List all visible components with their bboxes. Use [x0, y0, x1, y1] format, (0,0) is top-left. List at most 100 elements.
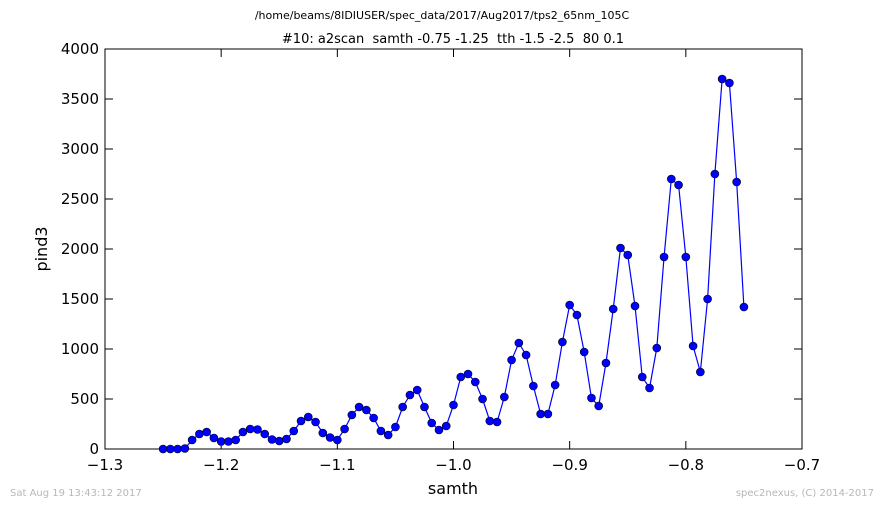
- data-point: [732, 177, 741, 187]
- data-point: [238, 427, 248, 437]
- footer-timestamp: Sat Aug 19 13:43:12 2017: [10, 488, 142, 499]
- data-point: [405, 390, 415, 400]
- y-tick-label: 1500: [61, 290, 99, 308]
- data-point: [260, 429, 270, 439]
- data-point: [645, 383, 654, 393]
- data-point: [521, 350, 531, 360]
- data-point: [420, 402, 429, 412]
- data-point: [536, 409, 545, 419]
- data-point: [333, 435, 342, 445]
- x-tick-label: −1.3: [87, 456, 123, 474]
- data-point: [616, 243, 625, 253]
- data-point: [637, 372, 647, 382]
- data-point: [710, 169, 720, 179]
- data-point: [485, 416, 495, 426]
- data-point: [434, 425, 444, 435]
- y-tick-label: 1000: [61, 340, 99, 358]
- data-point: [224, 437, 233, 446]
- data-point: [427, 418, 437, 428]
- y-tick-label: 500: [70, 390, 99, 408]
- data-point: [696, 367, 705, 377]
- data-point: [376, 426, 386, 436]
- data-point: [565, 300, 574, 310]
- data-point: [441, 421, 451, 431]
- data-point: [543, 409, 553, 419]
- data-point: [340, 424, 349, 434]
- x-tick-label: −1.1: [319, 456, 355, 474]
- data-point: [318, 428, 328, 438]
- data-point: [608, 304, 618, 314]
- plot-area-frame: [104, 48, 803, 450]
- axis-ticks: −1.3 −1.2 −1.1 −1.0 −0.9 −0.8 −0.7 0 500 1000 1500…: [61, 40, 820, 474]
- data-point: [180, 444, 190, 453]
- data-point: [652, 343, 662, 353]
- data-point: [529, 381, 538, 391]
- data-point: [391, 422, 400, 432]
- data-point: [166, 444, 175, 454]
- data-point: [739, 302, 749, 312]
- data-point: [158, 444, 168, 454]
- data-point: [456, 372, 466, 382]
- data-point: [674, 180, 683, 190]
- data-point: [601, 358, 611, 368]
- data-point: [202, 427, 211, 437]
- data-point: [688, 341, 698, 351]
- data-point: [667, 174, 676, 184]
- data-point: [267, 435, 277, 444]
- data-point: [209, 433, 219, 443]
- data-point: [274, 436, 284, 446]
- chart-suptitle: /home/beams/8IDIUSER/spec_data/2017/Aug2…: [255, 9, 630, 22]
- data-point: [245, 424, 255, 434]
- data-point: [703, 294, 712, 304]
- data-point: [362, 405, 371, 415]
- data-point: [253, 425, 262, 434]
- data-point: [587, 393, 596, 403]
- data-point: [325, 433, 335, 442]
- y-tick-label: 4000: [61, 40, 99, 58]
- data-point: [187, 435, 197, 445]
- data-point: [173, 444, 182, 454]
- data-point: [507, 355, 516, 365]
- data-point: [383, 430, 393, 440]
- data-point: [500, 392, 509, 402]
- data-point: [296, 416, 306, 426]
- x-tick-label: −0.9: [551, 456, 587, 474]
- data-point: [412, 385, 422, 395]
- data-point: [195, 429, 204, 439]
- data-point: [311, 417, 320, 427]
- data-point: [289, 426, 299, 436]
- data-point: [514, 338, 524, 348]
- y-tick-label: 2500: [61, 190, 99, 208]
- chart-title: #10: a2scan samth -0.75 -1.25 tth -1.5 -…: [282, 32, 624, 47]
- data-point: [398, 402, 407, 412]
- series-line: [163, 78, 745, 450]
- data-point: [623, 250, 633, 260]
- y-tick-label: 0: [89, 440, 99, 458]
- x-tick-label: −0.7: [784, 456, 820, 474]
- data-point: [463, 369, 473, 379]
- data-point: [369, 413, 378, 423]
- data-point: [303, 412, 313, 422]
- data-series: [158, 74, 749, 454]
- data-point: [492, 417, 502, 427]
- data-point: [725, 78, 734, 88]
- x-tick-label: −1.0: [435, 456, 471, 474]
- y-axis-label: pind3: [32, 226, 51, 271]
- x-tick-label: −1.2: [203, 456, 239, 474]
- y-tick-label: 3500: [61, 90, 99, 108]
- data-point: [717, 74, 727, 84]
- data-point: [282, 434, 291, 444]
- data-point: [572, 310, 582, 320]
- data-point: [216, 437, 226, 446]
- data-point: [449, 400, 458, 410]
- data-point: [630, 301, 640, 311]
- data-point: [659, 252, 669, 262]
- data-point: [354, 402, 364, 412]
- y-tick-label: 3000: [61, 140, 99, 158]
- data-point: [681, 252, 691, 262]
- data-point: [550, 380, 560, 390]
- data-point: [558, 337, 567, 347]
- x-tick-label: −0.8: [668, 456, 704, 474]
- footer-credit: spec2nexus, (C) 2014-2017: [735, 488, 874, 499]
